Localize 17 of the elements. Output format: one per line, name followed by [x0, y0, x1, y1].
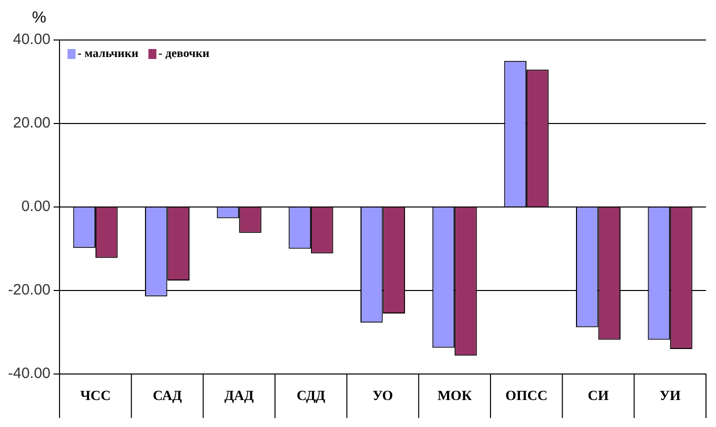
x-tick-label: САД [152, 389, 182, 404]
x-tick-label: ДАД [224, 389, 254, 404]
x-tick-label: УИ [660, 389, 681, 404]
x-tick-label: ЧСС [80, 389, 111, 404]
x-tick-label: ОПСС [505, 389, 548, 404]
y-tick-label: 20.00 [12, 114, 51, 132]
y-tick-label: 0.00 [21, 198, 51, 216]
y-tick-label: -40.00 [8, 365, 51, 382]
x-tick-label: УО [372, 389, 394, 404]
legend-label: - мальчики [78, 46, 138, 60]
legend-label: - девочки [158, 46, 210, 60]
x-tick-label: СИ [588, 389, 609, 404]
y-axis-title: % [32, 9, 46, 26]
x-tick-label: СДД [296, 389, 326, 404]
y-tick-label: 40.00 [12, 31, 51, 48]
x-tick-label: МОК [437, 389, 473, 404]
y-tick-label: -20.00 [8, 282, 51, 299]
